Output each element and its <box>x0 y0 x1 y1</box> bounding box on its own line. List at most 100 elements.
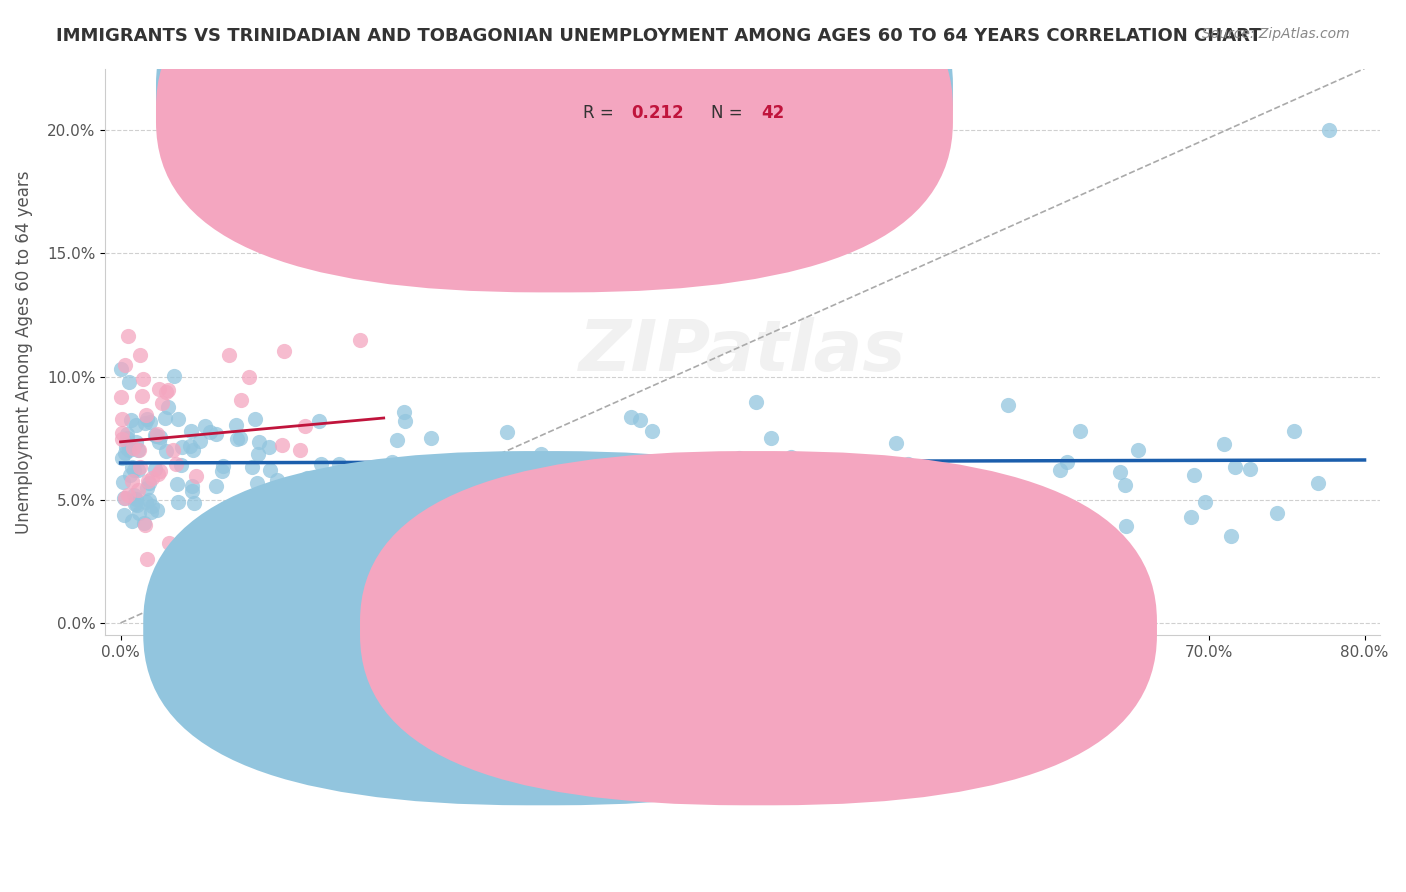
Point <box>1069 424 1091 438</box>
Point <box>385 433 408 447</box>
Point <box>901 485 924 500</box>
Point <box>728 451 751 466</box>
Point <box>295 471 318 485</box>
FancyBboxPatch shape <box>143 451 941 805</box>
Point <box>1239 462 1261 476</box>
Point <box>212 459 235 474</box>
Point <box>143 428 166 442</box>
Point <box>111 450 134 465</box>
Point <box>229 431 252 445</box>
Point <box>110 362 132 376</box>
Point <box>308 414 330 428</box>
Point <box>118 375 141 389</box>
Point <box>529 447 551 461</box>
Point <box>505 496 527 510</box>
Point <box>561 491 583 506</box>
Point <box>129 460 152 475</box>
Point <box>131 389 153 403</box>
Point <box>238 496 260 510</box>
Point <box>111 425 134 440</box>
Point <box>229 392 252 407</box>
Point <box>780 450 803 464</box>
Point <box>1049 463 1071 477</box>
Point <box>117 328 139 343</box>
FancyBboxPatch shape <box>360 451 1157 805</box>
Point <box>128 506 150 520</box>
Point <box>146 426 169 441</box>
Point <box>143 461 166 475</box>
Point <box>170 458 193 472</box>
Point <box>984 524 1007 539</box>
Point <box>162 442 184 457</box>
Point <box>641 458 664 473</box>
Point <box>135 495 157 509</box>
Point <box>112 475 135 490</box>
Point <box>522 480 544 494</box>
Point <box>470 454 492 468</box>
Point <box>340 469 363 483</box>
Point <box>446 472 468 486</box>
Point <box>114 358 136 372</box>
Point <box>112 491 135 505</box>
FancyBboxPatch shape <box>513 71 870 136</box>
Point <box>1114 478 1136 492</box>
Point <box>141 471 163 485</box>
Point <box>157 536 180 550</box>
Point <box>224 499 246 513</box>
Point <box>111 412 134 426</box>
Point <box>628 413 651 427</box>
Point <box>117 442 139 457</box>
Point <box>1319 123 1341 137</box>
Point <box>394 414 416 428</box>
Point <box>266 473 288 487</box>
Point <box>132 516 155 531</box>
Point <box>114 440 136 454</box>
Point <box>284 508 307 523</box>
Point <box>198 425 221 439</box>
Point <box>117 436 139 450</box>
Point <box>179 439 201 453</box>
Point <box>513 475 536 490</box>
Point <box>121 514 143 528</box>
Point <box>246 475 269 490</box>
Point <box>724 461 747 475</box>
Point <box>194 419 217 434</box>
Point <box>620 410 643 425</box>
Point <box>270 437 292 451</box>
Point <box>697 459 720 474</box>
Point <box>120 413 142 427</box>
Point <box>1182 467 1205 482</box>
Point <box>1282 425 1305 439</box>
Point <box>309 457 332 471</box>
Point <box>419 431 441 445</box>
Point <box>125 418 148 433</box>
Point <box>120 468 142 483</box>
Point <box>1213 437 1236 451</box>
Text: 143: 143 <box>762 82 796 100</box>
Point <box>138 415 160 429</box>
Point <box>1128 442 1150 457</box>
Point <box>136 411 159 425</box>
Point <box>139 505 162 519</box>
Point <box>246 448 269 462</box>
Point <box>131 371 153 385</box>
Point <box>205 426 228 441</box>
Point <box>290 443 312 458</box>
Point <box>1194 495 1216 509</box>
Point <box>135 409 157 423</box>
Point <box>755 480 778 494</box>
Point <box>249 434 271 449</box>
Point <box>1115 518 1137 533</box>
Point <box>148 382 170 396</box>
Point <box>122 463 145 477</box>
Text: 0.212: 0.212 <box>631 104 685 122</box>
Point <box>496 425 519 439</box>
Point <box>138 492 160 507</box>
Point <box>205 515 228 529</box>
Point <box>1306 475 1329 490</box>
Point <box>218 348 240 362</box>
Point <box>112 508 135 523</box>
Point <box>343 500 366 514</box>
Point <box>1017 497 1039 511</box>
Point <box>238 370 260 384</box>
